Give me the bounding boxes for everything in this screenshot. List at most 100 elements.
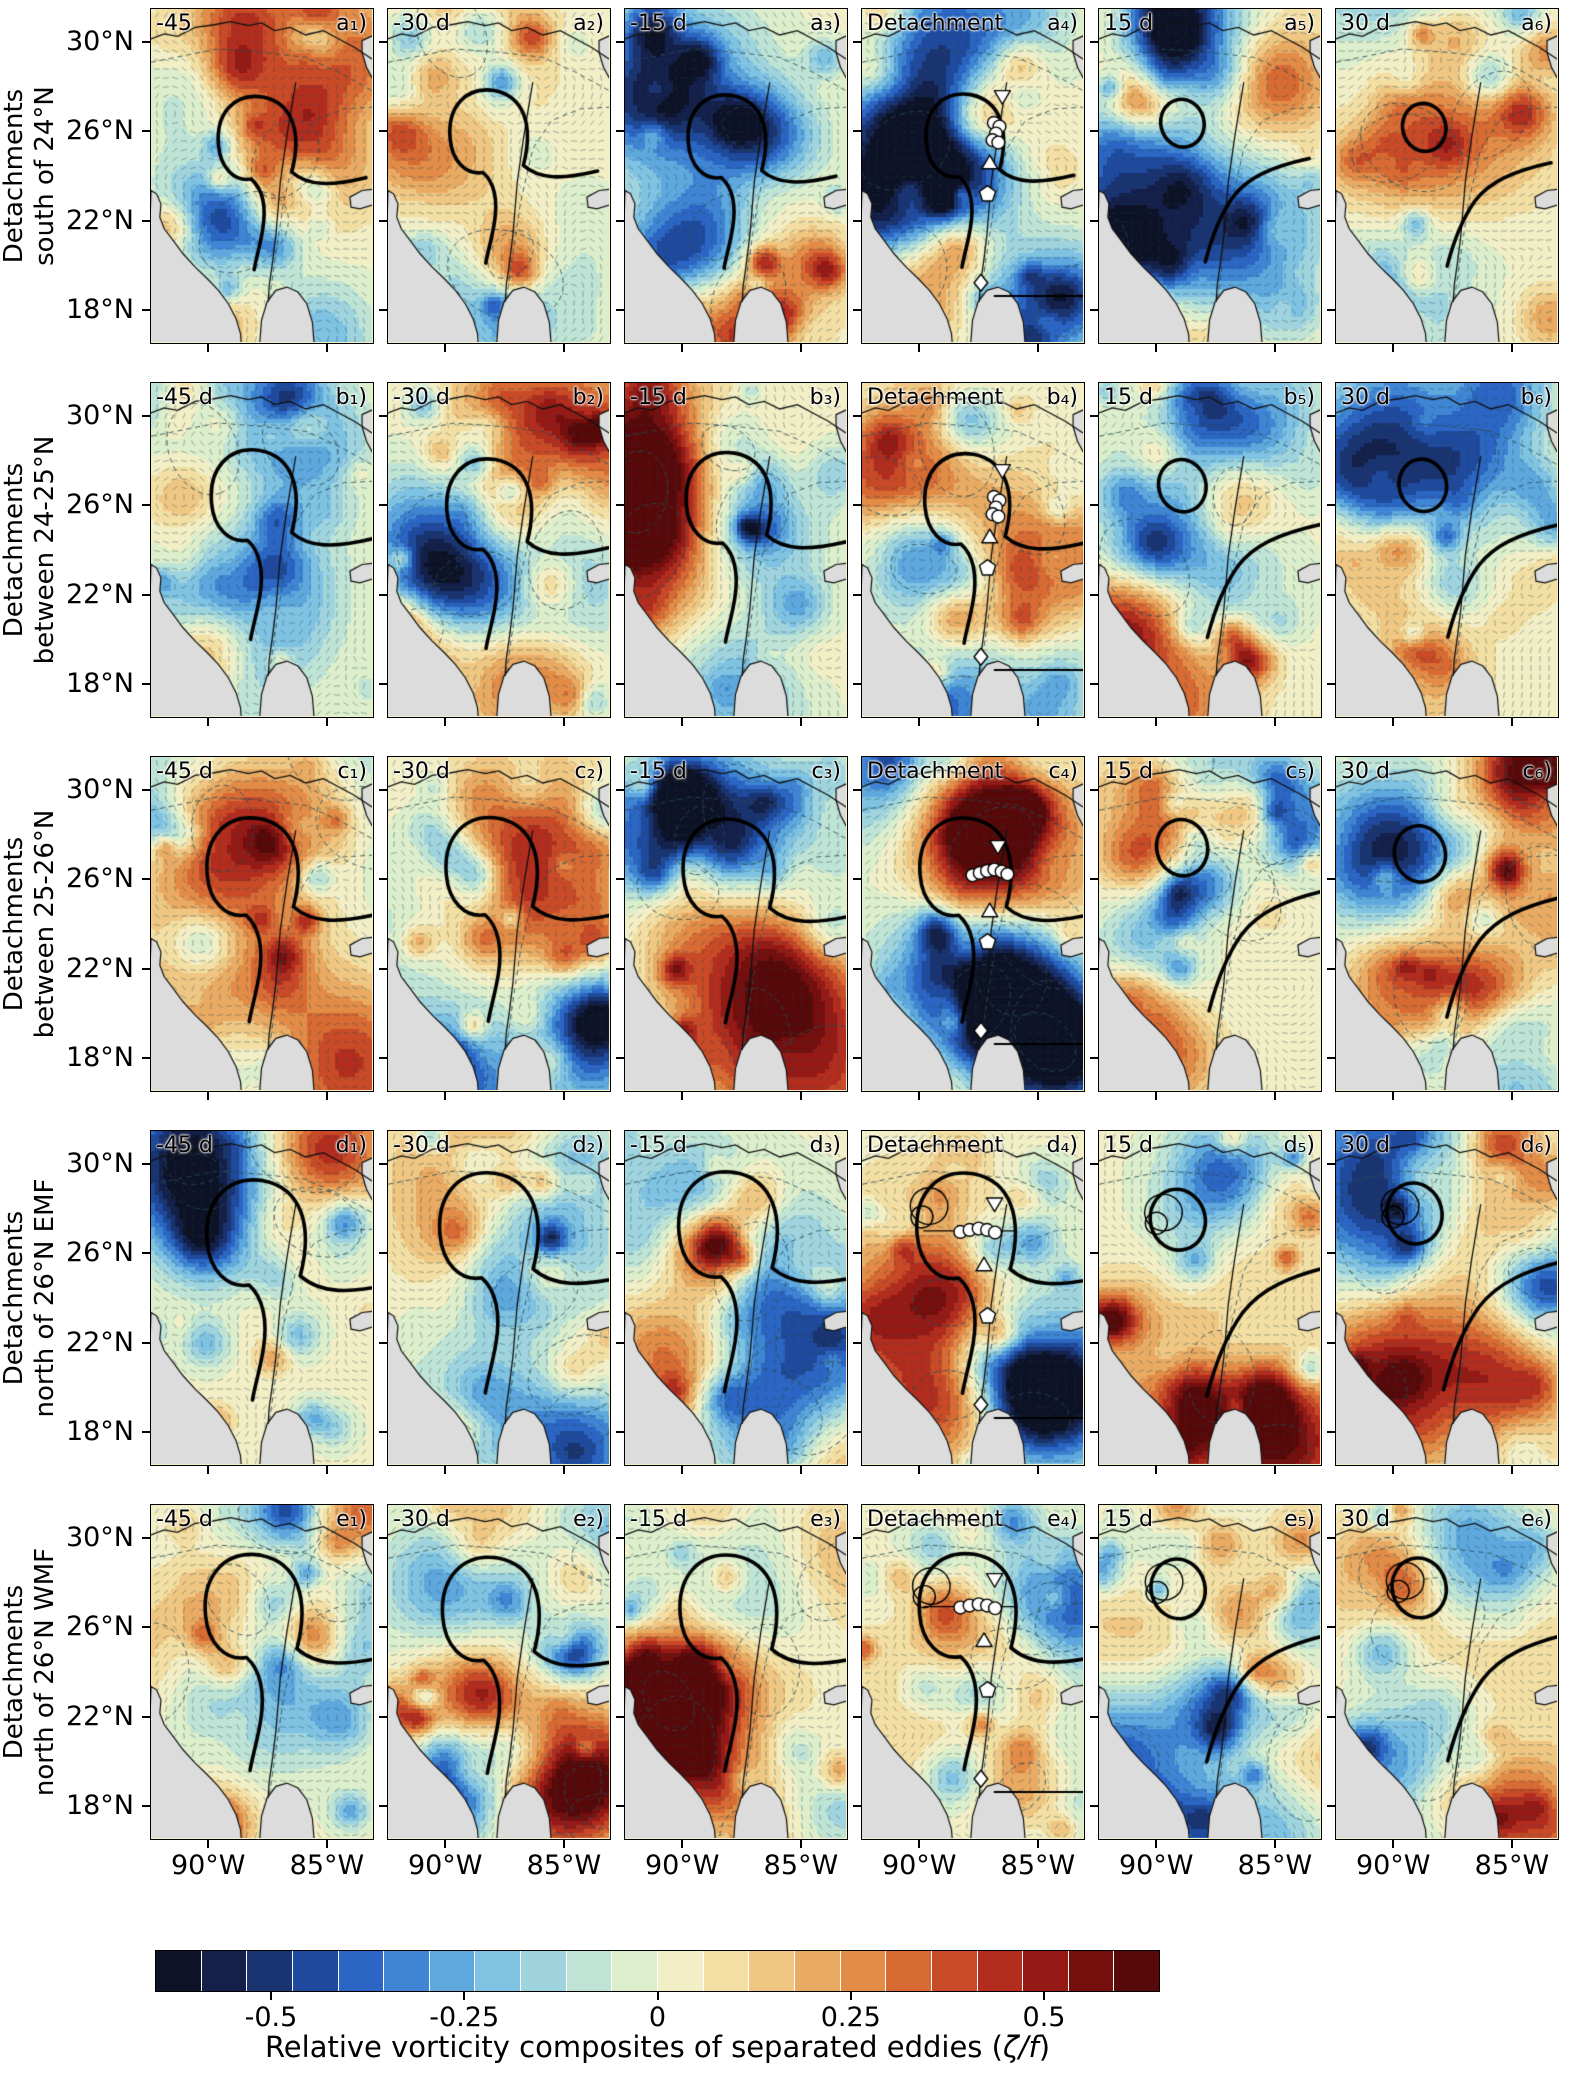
y-tick-mark — [379, 309, 387, 312]
map-panel: -15 d d₃) — [624, 1130, 848, 1466]
y-tick-label: 18°N — [65, 294, 134, 326]
panel-time-label: Detachment — [867, 11, 1004, 36]
y-tick-mark — [1327, 967, 1335, 970]
y-tick-mark — [616, 219, 624, 222]
map-panel: -45 d e₁) — [150, 1504, 374, 1840]
x-tick-mark — [918, 1466, 921, 1474]
y-tick-mark — [142, 878, 150, 881]
panel-time-label: -30 d — [393, 759, 450, 784]
y-tick-label: 18°N — [65, 668, 134, 700]
map-panel: -15 d e₃) — [624, 1504, 848, 1840]
x-tick-mark — [1392, 1092, 1395, 1100]
panel-time-label: 15 d — [1104, 1507, 1153, 1532]
map-panel: Detachment a₄) — [861, 8, 1085, 344]
x-tick-mark — [1273, 1466, 1276, 1474]
map-canvas — [388, 1131, 609, 1464]
row-label-line1: Detachments — [0, 462, 29, 638]
y-tick-mark — [1090, 878, 1098, 881]
y-tick-label: 30°N — [65, 1147, 134, 1179]
y-tick-label: 26°N — [65, 863, 134, 895]
row-label-line2: south of 24°N — [30, 86, 60, 266]
y-tick-mark — [142, 1536, 150, 1539]
colorbar-segment — [156, 1951, 201, 1991]
colorbar-segment — [840, 1951, 886, 1991]
panel-id-label: b₆) — [1520, 385, 1552, 410]
y-tick-mark — [853, 40, 861, 43]
map-panel: 15 d e₅) — [1098, 1504, 1322, 1840]
panel-id-label: c₂) — [574, 759, 605, 784]
map-panel: Detachment c₄) — [861, 756, 1085, 1092]
panel-time-label: -15 d — [630, 1133, 687, 1158]
map-canvas — [625, 383, 846, 716]
x-tick-mark — [1155, 718, 1158, 726]
x-tick-mark — [207, 718, 210, 726]
colorbar-tick-label: 0 — [648, 2002, 667, 2033]
colorbar-segment — [1068, 1951, 1114, 1991]
y-tick-label: 18°N — [65, 1416, 134, 1448]
y-tick-label: 26°N — [65, 115, 134, 147]
panel-time-label: 15 d — [1104, 385, 1153, 410]
y-tick-mark — [853, 1162, 861, 1165]
x-tick-mark — [1036, 1092, 1039, 1100]
colorbar-segment — [749, 1951, 794, 1991]
map-canvas — [151, 757, 372, 1090]
colorbar-tick-mark — [656, 1992, 659, 2000]
x-tick-mark — [1392, 1466, 1395, 1474]
panel-time-label: -15 d — [630, 759, 687, 784]
map-panel: 30 d b₆) — [1335, 382, 1559, 718]
map-canvas — [862, 383, 1083, 716]
map-panel: Detachment d₄) — [861, 1130, 1085, 1466]
panel-id-label: d₄) — [1046, 1133, 1078, 1158]
x-tick-mark — [1273, 1092, 1276, 1100]
y-tick-mark — [1090, 504, 1098, 507]
colorbar-segment — [475, 1951, 521, 1991]
x-tick-mark — [444, 718, 447, 726]
x-tick-label: 90°W — [170, 1850, 246, 1881]
y-tick-mark — [1090, 40, 1098, 43]
colorbar-tick-label: -0.25 — [429, 2002, 500, 2033]
map-canvas — [151, 9, 372, 342]
y-tick-mark — [853, 878, 861, 881]
panel-time-label: -45 d — [156, 385, 213, 410]
y-tick-mark — [1090, 683, 1098, 686]
map-canvas — [1099, 1505, 1320, 1838]
map-panel: -15 d a₃) — [624, 8, 848, 344]
x-tick-mark — [799, 1840, 802, 1848]
colorbar-tick-mark — [463, 1992, 466, 2000]
x-tick-mark — [1273, 1840, 1276, 1848]
y-tick-mark — [1327, 593, 1335, 596]
panel-time-label: -30 d — [393, 1507, 450, 1532]
row-label-line1: Detachments — [0, 88, 29, 264]
colorbar-tick-label: 0.25 — [820, 2002, 881, 2033]
y-tick-mark — [853, 414, 861, 417]
y-tick-mark — [616, 130, 624, 133]
panel-id-label: c₅) — [1285, 759, 1316, 784]
y-tick-label: 26°N — [65, 1237, 134, 1269]
panel-id-label: b₁) — [335, 385, 367, 410]
colorbar-segment — [886, 1951, 931, 1991]
colorbar-segment — [794, 1951, 840, 1991]
x-tick-mark — [325, 344, 328, 352]
y-tick-mark — [616, 1431, 624, 1434]
y-tick-mark — [1327, 1341, 1335, 1344]
y-tick-mark — [142, 1162, 150, 1165]
map-panel: -45 a₁) — [150, 8, 374, 344]
y-tick-mark — [616, 414, 624, 417]
x-tick-mark — [444, 344, 447, 352]
y-tick-mark — [853, 1626, 861, 1629]
y-tick-mark — [1090, 1162, 1098, 1165]
panel-time-label: Detachment — [867, 385, 1004, 410]
x-tick-mark — [1510, 1092, 1513, 1100]
map-canvas — [1336, 383, 1557, 716]
y-tick-mark — [142, 788, 150, 791]
map-canvas — [1099, 1131, 1320, 1464]
map-canvas — [1099, 9, 1320, 342]
x-tick-mark — [799, 718, 802, 726]
y-tick-mark — [616, 1162, 624, 1165]
colorbar-tick-label: 0.5 — [1022, 2002, 1066, 2033]
y-tick-label: 18°N — [65, 1042, 134, 1074]
y-tick-mark — [379, 1341, 387, 1344]
y-tick-mark — [379, 1431, 387, 1434]
map-panel: 30 d c₆) — [1335, 756, 1559, 1092]
